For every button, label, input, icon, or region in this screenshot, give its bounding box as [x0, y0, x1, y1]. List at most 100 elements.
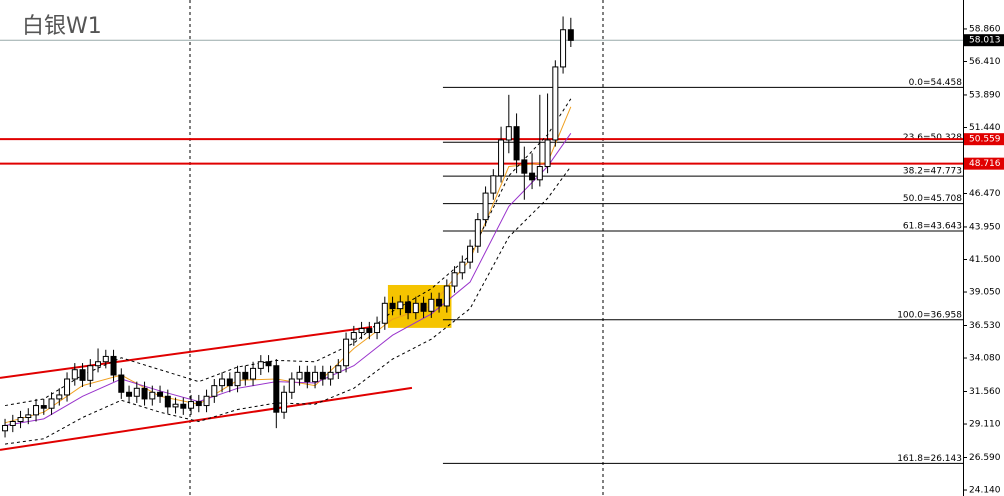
candle-body: [141, 387, 148, 400]
candle-body: [87, 365, 94, 381]
y-tick-label: 26.590: [969, 453, 1001, 463]
candle-body: [288, 378, 295, 393]
candle-body: [203, 395, 210, 407]
candle-body: [513, 126, 520, 161]
candle-body: [226, 378, 233, 387]
candle-body: [180, 403, 187, 409]
candle-body: [48, 398, 55, 409]
candle-body: [25, 414, 32, 419]
fib-label: 38.2=47.773: [903, 167, 962, 177]
candle-body: [71, 369, 78, 380]
candle-body: [436, 298, 443, 307]
candle-body: [211, 385, 218, 397]
horizontal-line-box: [964, 133, 1004, 146]
candle-body: [389, 302, 396, 310]
candle-body: [257, 361, 264, 369]
y-tick-label: 29.110: [969, 420, 1001, 430]
horizontal-line-label: 50.559: [969, 135, 1001, 145]
candle-body: [188, 401, 195, 409]
candle-body: [420, 302, 427, 312]
y-tick-label: 58.860: [969, 24, 1001, 34]
candle-body: [397, 301, 404, 310]
y-tick-label: 41.500: [969, 255, 1001, 265]
candle-body: [296, 371, 303, 380]
trendline: [0, 325, 373, 379]
candle-body: [428, 298, 435, 312]
candle-body: [79, 369, 86, 381]
trendline: [0, 386, 413, 451]
candle-body: [110, 355, 117, 376]
candle-body: [33, 405, 40, 416]
candle-body: [126, 391, 133, 397]
candle-body: [482, 192, 489, 221]
candle-body: [343, 338, 350, 367]
candle-body: [474, 219, 481, 247]
y-tick-label: 53.890: [969, 90, 1001, 100]
candle-body: [529, 172, 536, 181]
horizontal-line-label: 48.716: [969, 159, 1001, 169]
indicator-line: [4, 133, 572, 426]
candle-body: [366, 328, 373, 334]
y-tick-label: 36.530: [969, 321, 1001, 331]
candle-body: [195, 401, 202, 407]
candle-body: [273, 365, 280, 413]
candle-body: [505, 126, 512, 141]
chart-title: 白银W1: [22, 14, 102, 39]
candle-body: [327, 371, 334, 380]
candle-body: [95, 361, 102, 367]
candle-body: [459, 261, 466, 274]
indicator-line: [4, 98, 572, 407]
candle-body: [560, 29, 567, 68]
candle-body: [312, 371, 319, 383]
y-tick-label: 31.560: [969, 387, 1001, 397]
candle-body: [2, 424, 9, 432]
candle-body: [118, 374, 125, 393]
candle-body: [265, 361, 272, 367]
candle-body: [467, 245, 474, 263]
candle-body: [544, 139, 551, 168]
candle-body: [374, 322, 381, 334]
candle-body: [164, 395, 171, 408]
fib-label: 23.6=50.328: [903, 133, 962, 143]
candle-body: [350, 332, 357, 340]
y-tick-label: 39.050: [969, 288, 1001, 298]
candle-body: [242, 371, 249, 380]
candle-body: [490, 175, 497, 194]
fib-label: 161.8=26.143: [897, 454, 962, 464]
candle-body: [64, 378, 71, 396]
fib-label: 61.8=43.643: [903, 222, 962, 232]
candle-body: [102, 355, 109, 363]
candle-body: [56, 394, 63, 400]
current-price-box: [964, 34, 1004, 47]
candle-body: [567, 29, 574, 41]
candle-body: [304, 371, 311, 383]
candle-body: [451, 272, 458, 287]
candle-body: [149, 391, 156, 400]
y-tick-label: 43.950: [969, 222, 1001, 232]
candle-body: [552, 66, 559, 141]
candle-body: [443, 285, 450, 307]
candle-body: [234, 371, 241, 387]
candle-body: [157, 391, 164, 397]
fib-label: 0.0=54.458: [909, 78, 963, 88]
candle-body: [498, 139, 505, 177]
fib-label: 50.0=45.708: [903, 194, 962, 204]
candle-body: [133, 387, 140, 397]
candle-body: [319, 371, 326, 380]
candle-body: [9, 421, 16, 426]
candle-body: [381, 302, 388, 324]
candle-body: [250, 367, 257, 380]
candle-body: [358, 328, 365, 334]
candle-body: [17, 417, 24, 423]
candle-body: [172, 403, 179, 408]
y-tick-label: 34.080: [969, 354, 1001, 364]
candle-body: [281, 391, 288, 413]
y-tick-label: 56.410: [969, 57, 1001, 67]
candle-body: [405, 301, 412, 314]
horizontal-line-box: [964, 157, 1004, 170]
candle-body: [40, 405, 47, 409]
y-tick-label: 46.470: [969, 189, 1001, 199]
current-price-label: 58.013: [969, 36, 1001, 46]
